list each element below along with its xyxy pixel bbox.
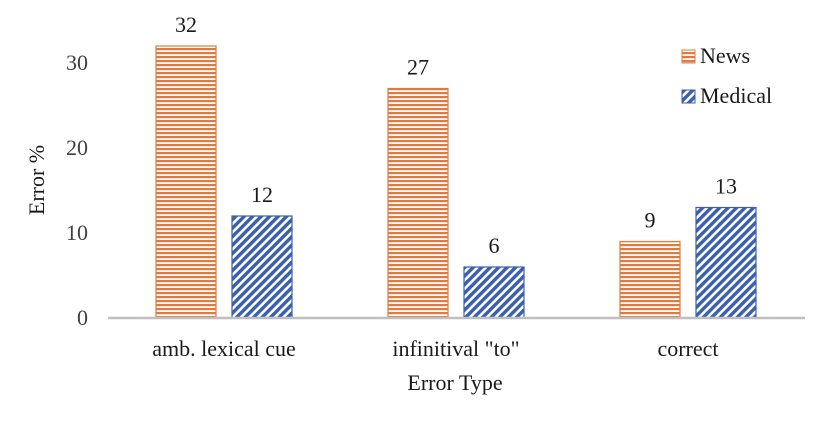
plot-area: 0 10 20 30 32 12 amb. lexical cue 27 6 infinitiva… (66, 12, 805, 361)
legend: News Medical (681, 43, 772, 108)
y-tick-label: 20 (66, 135, 88, 160)
data-label: 32 (175, 12, 197, 37)
bar-news-0 (155, 45, 217, 319)
data-label: 6 (489, 233, 500, 258)
legend-swatch-news (681, 49, 696, 64)
y-tick-label: 0 (77, 305, 88, 330)
x-axis-title: Error Type (407, 370, 502, 395)
x-tick-label: correct (657, 336, 718, 361)
data-label: 27 (407, 55, 429, 80)
bar-news-1 (387, 87, 449, 319)
y-tick-label: 30 (66, 50, 88, 75)
y-tick-label: 10 (66, 220, 88, 245)
x-tick-label: amb. lexical cue (152, 336, 296, 361)
legend-label-news: News (700, 43, 750, 68)
bar-medical-1 (463, 266, 525, 319)
bar-medical-2 (695, 206, 757, 319)
data-label: 13 (715, 174, 737, 199)
bar-news-2 (619, 240, 681, 319)
data-label: 12 (251, 182, 273, 207)
legend-label-medical: Medical (700, 83, 772, 108)
y-axis-title: Error % (24, 145, 49, 215)
legend-swatch-medical (681, 89, 696, 104)
x-tick-label: infinitival "to" (392, 336, 519, 361)
data-label: 9 (645, 208, 656, 233)
bar-medical-0 (231, 215, 293, 319)
